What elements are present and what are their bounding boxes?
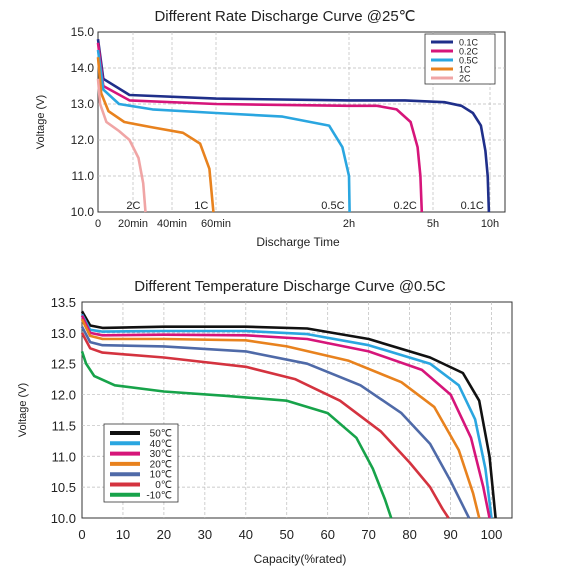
chart1-series-end-label: 0.5C <box>321 200 344 212</box>
chart2-y-tick-label: 12.5 <box>51 357 76 372</box>
chart1-series-end-label: 2C <box>126 200 140 212</box>
chart2-x-tick-label: 50 <box>280 527 294 542</box>
chart1-legend-label: 2C <box>459 74 471 84</box>
chart2-legend-label: -10℃ <box>146 490 172 501</box>
chart2-y-tick-label: 11.0 <box>52 449 76 464</box>
chart2-y-tick-label: 10.5 <box>51 480 76 495</box>
chart1-y-axis-label: Voltage (V) <box>35 95 47 149</box>
chart1-y-tick-label: 14.0 <box>71 61 95 75</box>
chart2-y-tick-label: 10.0 <box>51 511 76 526</box>
chart1-series-end-label: 0.1C <box>461 200 484 212</box>
chart1-title: Different Rate Discharge Curve @25℃ <box>154 8 415 25</box>
chart2-y-axis-label: Voltage (V) <box>17 383 29 437</box>
chart2-x-tick-label: 20 <box>157 527 171 542</box>
chart2-y-tick-label: 13.0 <box>51 326 76 341</box>
chart2-x-tick-label: 90 <box>443 527 457 542</box>
chart2-x-tick-label: 70 <box>361 527 375 542</box>
chart1-y-tick-label: 13.0 <box>71 97 95 111</box>
chart2-series-line <box>80 318 481 519</box>
chart2-x-tick-label: 60 <box>320 527 334 542</box>
chart2-legend-label: 50℃ <box>150 429 172 440</box>
chart1-series-end-label: 0.2C <box>394 200 417 212</box>
chart2-x-tick-label: 10 <box>116 527 130 542</box>
chart1-plot-area: 10.0 11.0 12.0 13.0 14.0 15.0 0 20min 40min 60min… <box>71 25 506 230</box>
chart2-series-line <box>80 313 493 519</box>
chart2-y-tick-label: 11.5 <box>52 418 76 433</box>
chart2-legend-label: 0℃ <box>155 480 172 491</box>
chart2-y-tick-label: 12.0 <box>51 388 76 403</box>
chart2-legend-label: 40℃ <box>150 439 172 450</box>
chart1-x-tick-label: 20min <box>118 218 148 230</box>
chart2-legend-label: 10℃ <box>150 470 172 481</box>
chart2-series-line <box>80 326 471 519</box>
chart2-series-line <box>80 332 450 519</box>
chart2-series-line <box>80 315 491 519</box>
chart1-y-tick-label: 15.0 <box>71 25 95 39</box>
chart2-x-tick-label: 30 <box>198 527 212 542</box>
chart2-y-tick-label: 13.5 <box>51 295 76 310</box>
chart2-series-line <box>80 310 497 519</box>
chart1-y-tick-label: 12.0 <box>71 133 95 147</box>
chart1-x-tick-label: 2h <box>343 218 355 230</box>
chart2-x-tick-label: 0 <box>78 527 85 542</box>
chart1-series-line <box>96 49 351 213</box>
chart2-series-line <box>80 350 393 519</box>
chart1-legend-label: 1C <box>459 65 471 75</box>
chart2-legend-label: 20℃ <box>150 459 172 470</box>
chart1-series-line <box>96 42 424 213</box>
chart1-legend-label: 0.5C <box>459 56 479 66</box>
chart2-title: Different Temperature Discharge Curve @0… <box>134 278 446 295</box>
chart2-legend-label: 30℃ <box>150 449 172 460</box>
chart1-y-tick-label: 11.0 <box>72 169 95 183</box>
chart2-x-tick-label: 80 <box>402 527 416 542</box>
chart1-series-line <box>96 78 147 213</box>
chart1-x-tick-label: 10h <box>481 218 499 230</box>
chart1-legend-label: 0.2C <box>459 47 479 57</box>
chart2-x-tick-label: 40 <box>239 527 253 542</box>
chart2-x-tick-label: 100 <box>481 527 503 542</box>
chart2-plot-area: 10.0 10.5 11.0 11.5 12.0 12.5 13.0 13.5 0 10 20 30 4… <box>51 295 513 542</box>
chart1-legend-label: 0.1C <box>459 38 479 48</box>
chart1-x-tick-label: 0 <box>95 218 101 230</box>
chart1-series-line <box>96 39 491 213</box>
chart1-series-line <box>96 57 215 213</box>
chart1-y-tick-label: 10.0 <box>71 205 95 219</box>
chart1-x-tick-label: 40min <box>157 218 187 230</box>
chart1-series-end-label: 1C <box>194 200 208 212</box>
chart1-x-tick-label: 60min <box>201 218 231 230</box>
chart1-x-axis-label: Discharge Time <box>256 235 340 249</box>
chart1-x-tick-label: 5h <box>427 218 439 230</box>
chart2-x-axis-label: Capacity(%rated) <box>254 552 347 566</box>
